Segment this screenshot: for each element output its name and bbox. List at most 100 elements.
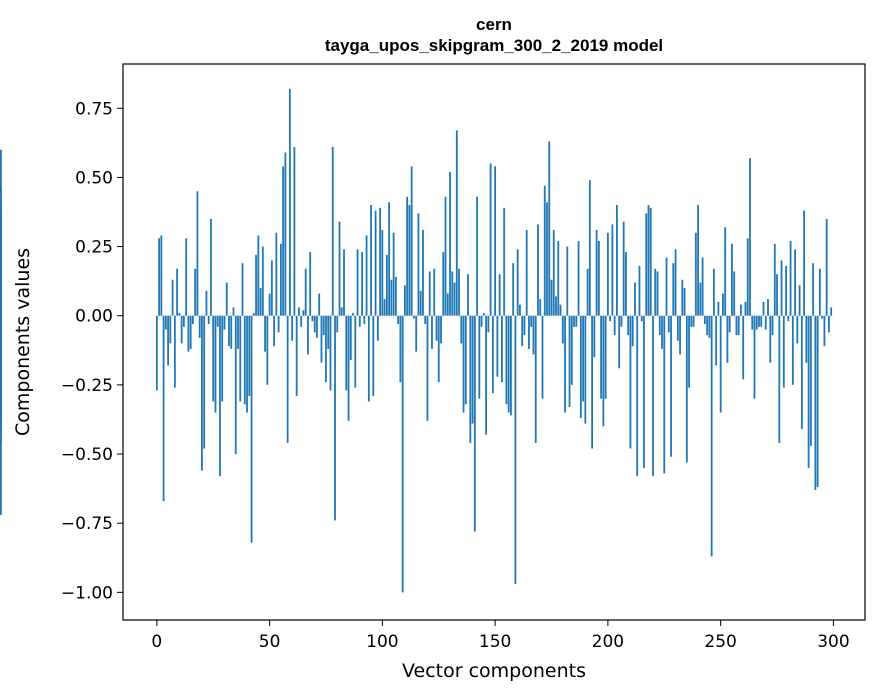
y-tick-label: 0.50 [75,168,113,188]
bar [264,315,266,352]
bar [771,315,774,336]
bar [523,315,526,336]
bar [365,235,368,316]
bar [525,229,528,316]
bar [408,205,411,316]
bar [401,315,404,593]
bar [507,315,510,413]
bar [485,315,487,435]
bar [336,315,339,333]
bar [746,238,749,316]
bar [345,315,348,391]
x-tick-label: 200 [592,632,624,652]
bar [440,315,442,344]
bar [482,312,485,316]
bar [597,241,600,316]
bar [185,238,188,316]
bar [595,229,598,316]
bar [388,202,391,316]
bar [825,218,828,316]
bar [539,299,542,316]
bar [300,315,303,327]
bar [162,315,165,502]
bar [352,312,354,316]
bar [291,315,294,341]
bar [471,315,474,424]
bar [415,315,418,352]
bar [798,285,801,316]
bar [435,315,438,341]
bar [672,263,675,316]
bar [480,315,483,327]
bar [755,315,758,330]
bar [782,315,785,388]
bar [307,315,309,355]
bar [559,304,562,316]
bar [356,249,359,316]
bar [555,296,557,316]
bar [320,315,323,363]
bar [794,249,796,316]
bar [658,315,661,336]
bar [363,315,366,325]
bar [809,315,812,446]
bar [304,268,307,316]
bar [719,315,722,413]
bar [708,315,711,338]
bar [575,315,578,327]
bar [816,315,819,488]
y-axis-label: Components values [12,248,34,436]
bar [762,301,765,316]
bar [629,315,632,449]
bar [665,257,668,316]
bar [514,315,517,585]
bar [489,163,492,316]
bar [426,315,429,421]
bar [724,227,727,316]
bar [394,277,397,316]
bar [455,130,458,316]
bar [627,315,630,336]
bar [295,315,298,396]
bar [742,315,745,380]
bar [469,315,472,443]
bar [189,315,192,349]
bar [591,315,593,449]
bar [397,315,400,325]
bar [604,315,607,399]
bar [433,268,436,316]
bar [530,315,533,327]
bar [444,196,447,316]
bar [803,210,805,316]
bar [0,315,2,394]
bar [582,315,584,402]
y-tick-label: 0.25 [75,238,113,258]
bar [586,268,589,316]
bar [821,315,824,319]
bar [791,315,794,385]
bar [442,252,445,316]
bar [487,315,490,333]
bar [505,315,508,405]
bar [176,268,179,316]
bar [606,232,609,316]
bar [331,146,334,316]
bar [654,268,657,316]
bar [268,293,271,316]
x-tick-label: 300 [817,632,849,652]
bar [399,315,402,383]
bar [410,166,413,316]
bar [510,315,512,416]
bar [512,263,515,316]
bar [649,207,652,316]
bar [613,315,616,336]
bar [616,205,618,316]
bar [464,315,467,405]
bar [519,304,521,316]
bar [796,315,799,344]
bar [322,315,325,336]
bar [780,260,783,316]
bar [818,268,821,316]
